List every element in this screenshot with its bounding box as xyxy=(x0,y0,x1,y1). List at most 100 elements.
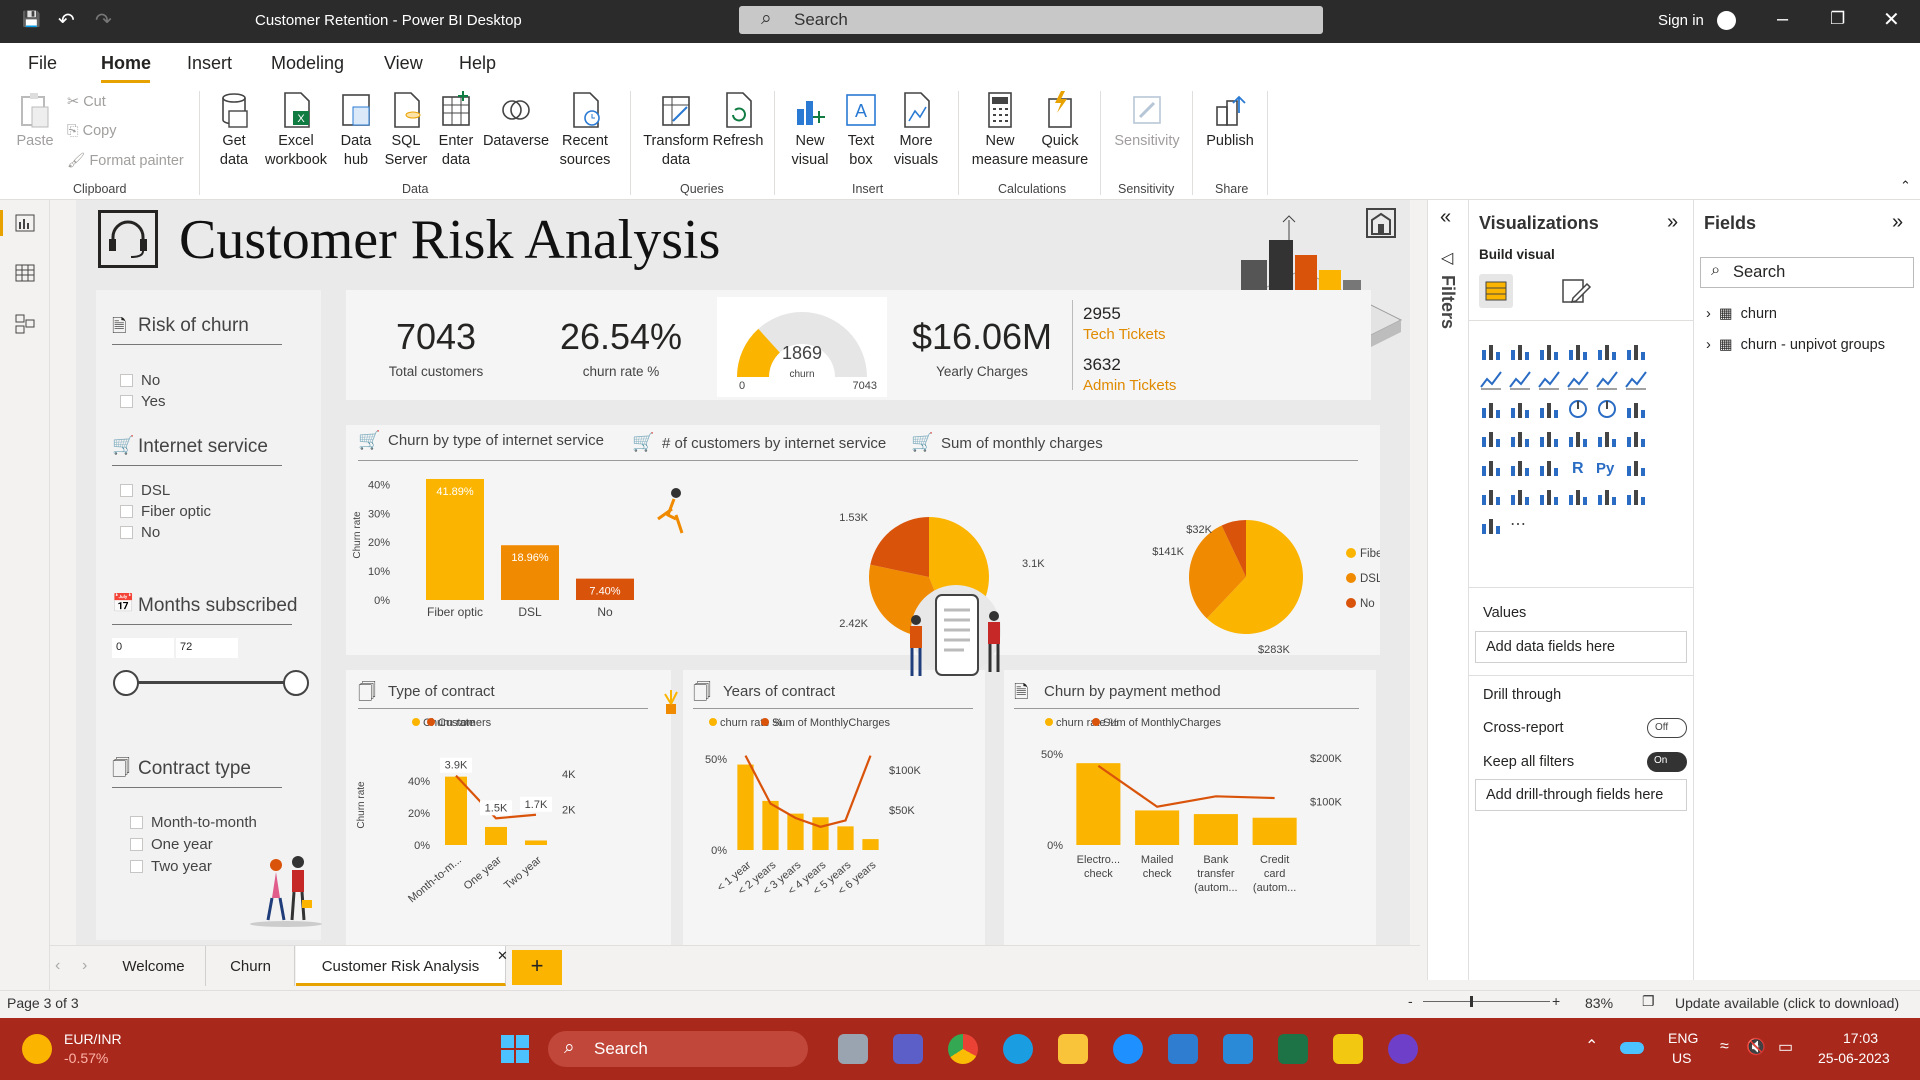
publish-button[interactable]: Publish xyxy=(1200,91,1260,151)
lang-primary[interactable]: ENG xyxy=(1668,1030,1699,1046)
vscode-icon[interactable] xyxy=(1223,1034,1253,1064)
chrome-icon[interactable] xyxy=(948,1034,978,1064)
filled-map-icon[interactable] xyxy=(1508,427,1532,449)
teams-icon[interactable] xyxy=(893,1034,923,1064)
zoom-out-icon[interactable]: - xyxy=(1408,993,1413,1009)
checkbox-two-year[interactable] xyxy=(130,860,143,873)
line-chart-icon[interactable] xyxy=(1479,369,1503,391)
field-table-churn[interactable]: › ▦ churn xyxy=(1706,306,1777,322)
model-view-icon[interactable] xyxy=(15,314,35,334)
zoom-slider-thumb[interactable] xyxy=(1470,996,1473,1007)
onedrive-icon[interactable] xyxy=(1620,1042,1644,1054)
collapse-icon[interactable]: « xyxy=(1440,206,1452,228)
menu-insert[interactable]: Insert xyxy=(187,53,233,73)
fields-search-input[interactable]: ⌕ Search xyxy=(1700,257,1914,288)
tab-welcome[interactable]: Welcome xyxy=(102,946,206,986)
checkbox-one-year[interactable] xyxy=(130,838,143,851)
zoom-in-icon[interactable]: + xyxy=(1552,993,1561,1009)
line-column-icon[interactable] xyxy=(1566,369,1590,391)
kpi-icon[interactable] xyxy=(1624,427,1648,449)
slider-min-input[interactable]: 0 xyxy=(112,638,174,658)
edge-icon[interactable] xyxy=(1003,1034,1033,1064)
area-chart-icon[interactable] xyxy=(1508,369,1532,391)
report-view-icon[interactable] xyxy=(15,214,35,232)
get-data-button[interactable]: Get data xyxy=(210,91,258,170)
clock-date[interactable]: 25-06-2023 xyxy=(1818,1050,1890,1066)
lang-secondary[interactable]: US xyxy=(1672,1050,1692,1066)
redo-icon[interactable]: ↷ xyxy=(95,10,112,32)
checkbox-fiber[interactable] xyxy=(120,505,133,518)
fit-page-icon[interactable]: ❐ xyxy=(1642,993,1655,1009)
multi-row-card-icon[interactable] xyxy=(1595,427,1619,449)
cut-button[interactable]: ✂ Cut xyxy=(67,94,106,110)
stacked-area-icon[interactable] xyxy=(1537,369,1561,391)
card-icon[interactable] xyxy=(1566,427,1590,449)
100-bar-icon[interactable] xyxy=(1595,340,1619,362)
treemap-icon[interactable] xyxy=(1624,398,1648,420)
mute-icon[interactable]: 🔇 xyxy=(1746,1039,1766,1056)
paginated-icon[interactable] xyxy=(1566,485,1590,507)
pie-chart-icon[interactable] xyxy=(1566,398,1590,420)
checkbox-no-internet[interactable] xyxy=(120,526,133,539)
table-icon[interactable] xyxy=(1508,456,1532,478)
menu-modeling[interactable]: Modeling xyxy=(271,53,345,73)
matrix-icon[interactable] xyxy=(1537,456,1561,478)
power-automate-icon[interactable] xyxy=(1624,485,1648,507)
ellipsis-icon[interactable]: ⋯ xyxy=(1508,514,1532,536)
battery-icon[interactable]: ▭ xyxy=(1778,1039,1794,1056)
format-painter-button[interactable]: 🖌 Format painter xyxy=(67,153,184,169)
close-tab-icon[interactable]: ✕ xyxy=(497,948,508,963)
100-column-icon[interactable] xyxy=(1624,340,1648,362)
excel-workbook-button[interactable]: X Excel workbook xyxy=(264,91,328,170)
sql-server-button[interactable]: SQL Server xyxy=(384,91,428,170)
checkbox-dsl[interactable] xyxy=(120,484,133,497)
github-desktop-icon[interactable] xyxy=(1388,1034,1418,1064)
text-box-button[interactable]: A Text box xyxy=(838,91,884,170)
checkbox-no[interactable] xyxy=(120,374,133,387)
table-view-icon[interactable] xyxy=(15,264,35,282)
new-measure-button[interactable]: New measure xyxy=(970,91,1030,170)
dataverse-button[interactable]: Dataverse xyxy=(482,91,550,151)
expand-icon[interactable]: » xyxy=(1667,211,1679,233)
more-visuals-button[interactable]: More visuals xyxy=(888,91,944,170)
menu-home[interactable]: Home xyxy=(101,53,152,73)
sensitivity-button[interactable]: Sensitivity xyxy=(1108,91,1186,151)
smart-narrative-icon[interactable] xyxy=(1537,485,1561,507)
more-visuals-expand-icon[interactable] xyxy=(1479,514,1503,536)
menu-view[interactable]: View xyxy=(384,53,423,73)
ribbon-chart-icon[interactable] xyxy=(1624,369,1648,391)
close-icon[interactable]: ✕ xyxy=(1883,9,1900,31)
paste-button[interactable]: Paste xyxy=(14,91,56,151)
search-bar[interactable]: ⌕ Search xyxy=(739,6,1323,34)
cross-report-toggle[interactable]: Off xyxy=(1647,718,1687,738)
refresh-button[interactable]: Refresh xyxy=(712,91,764,151)
waterfall-icon[interactable] xyxy=(1479,398,1503,420)
tab-customer-risk[interactable]: Customer Risk Analysis xyxy=(296,946,506,986)
power-apps-icon[interactable] xyxy=(1595,485,1619,507)
enter-data-button[interactable]: Enter data xyxy=(434,91,478,170)
sign-in-link[interactable]: Sign in xyxy=(1658,12,1704,29)
taskbar-search[interactable]: ⌕ Search xyxy=(548,1031,808,1067)
python-visual-icon[interactable]: Py xyxy=(1595,456,1619,478)
gauge-icon[interactable] xyxy=(1537,427,1561,449)
checkbox-month[interactable] xyxy=(130,816,143,829)
decomposition-tree-icon[interactable] xyxy=(1479,485,1503,507)
tab-scroll-right-icon[interactable]: › xyxy=(82,957,88,974)
slider-handle-max[interactable] xyxy=(283,670,309,696)
stacked-bar-icon[interactable] xyxy=(1479,340,1503,362)
menu-file[interactable]: File xyxy=(28,53,58,73)
add-page-button[interactable]: + xyxy=(512,950,562,985)
slicer-icon[interactable] xyxy=(1479,456,1503,478)
format-visual-icon[interactable] xyxy=(1559,274,1593,308)
new-visual-button[interactable]: New visual xyxy=(786,91,834,170)
build-visual-tab[interactable] xyxy=(1479,274,1513,308)
clustered-column-icon[interactable] xyxy=(1566,340,1590,362)
add-drill-field-well[interactable]: Add drill-through fields here xyxy=(1475,779,1687,811)
building-icon[interactable] xyxy=(1366,208,1396,238)
zoom-slider[interactable] xyxy=(1423,1001,1550,1002)
tray-chevron-icon[interactable]: ⌃ xyxy=(1585,1038,1599,1055)
windows-start-icon[interactable] xyxy=(500,1034,530,1064)
slider-max-input[interactable]: 72 xyxy=(176,638,238,658)
quick-measure-button[interactable]: Quick measure xyxy=(1030,91,1090,170)
clock-time[interactable]: 17:03 xyxy=(1843,1030,1879,1046)
